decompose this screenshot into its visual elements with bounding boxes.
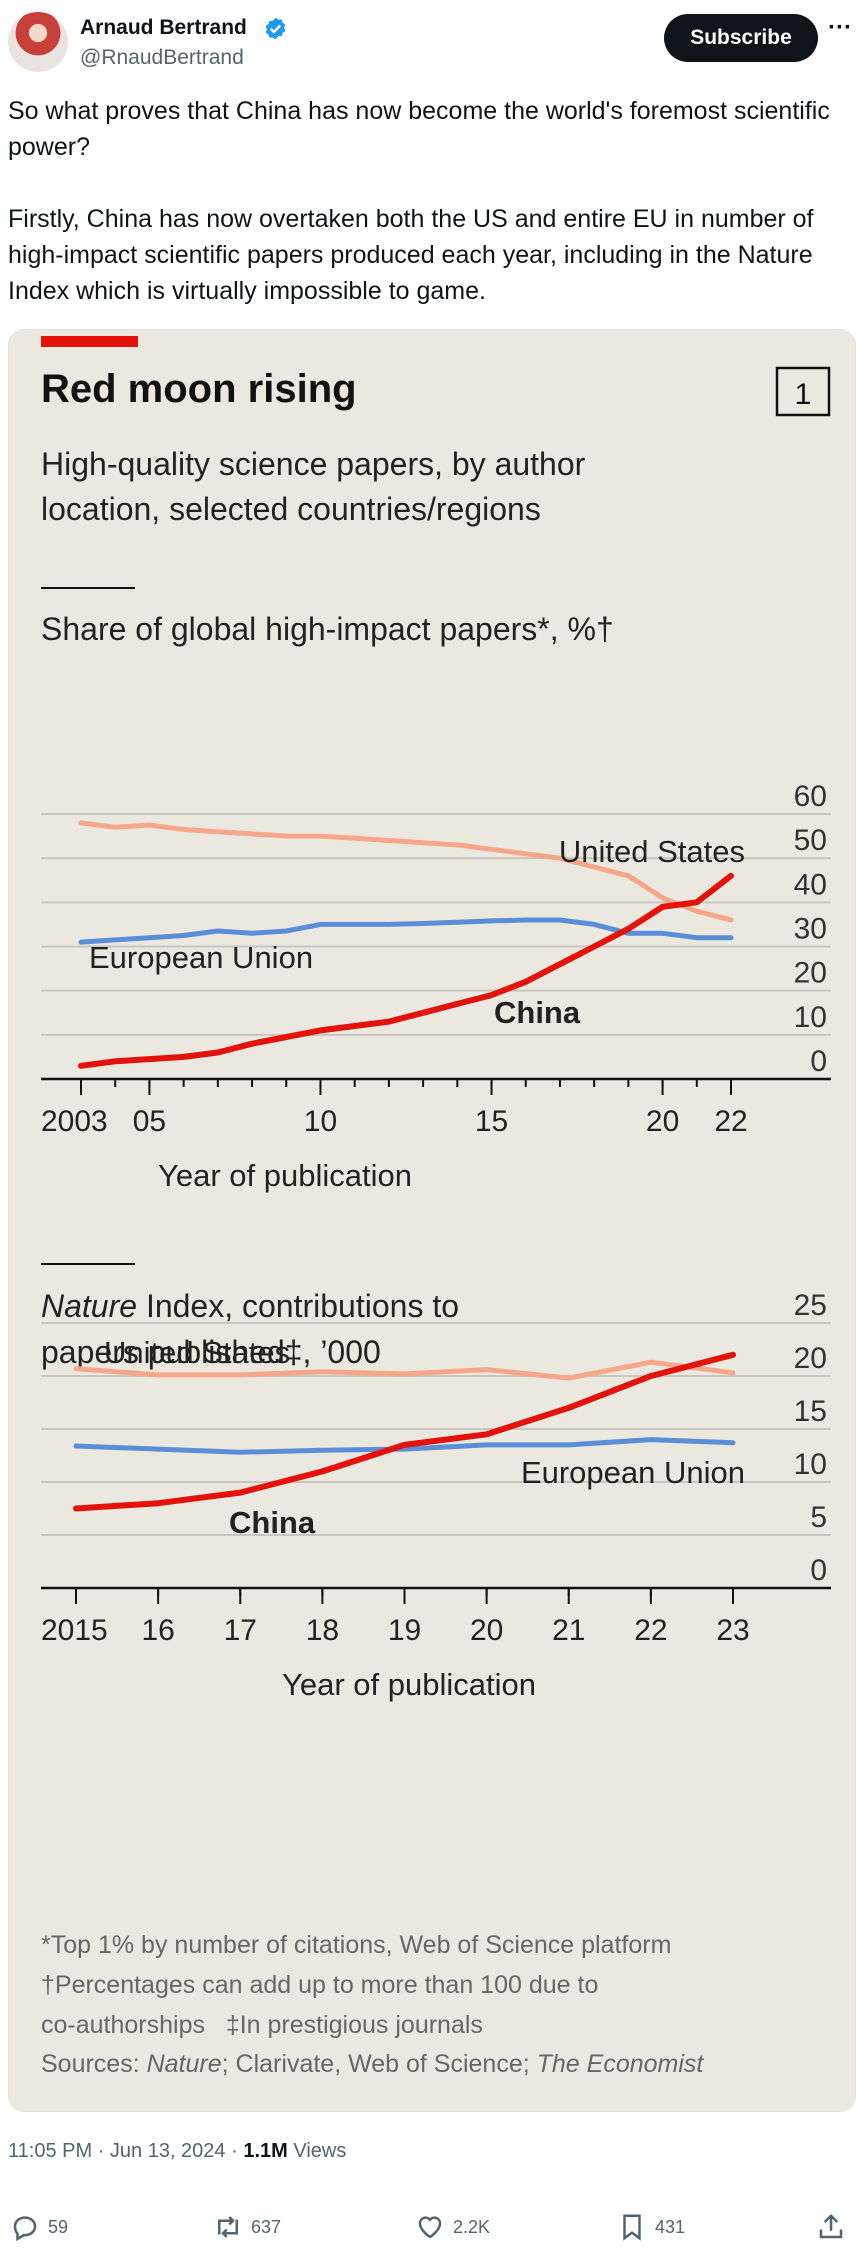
chart1-series-line-china (78, 872, 734, 1069)
chart2-y-tick-label: 5 (810, 1501, 827, 1534)
infographic-background (9, 330, 855, 2111)
chart1-y-tick-label: 60 (794, 780, 827, 813)
chart1-x-tick-label: 15 (475, 1105, 508, 1138)
share-button[interactable] (816, 2212, 846, 2242)
repost-button[interactable]: 637 (213, 2212, 281, 2242)
chart1-series-label-china: China (494, 995, 581, 1030)
chart1-x-tick-label: 20 (646, 1105, 679, 1138)
chart1-series-label-united-states: United States (559, 834, 745, 869)
chart1-y-tick-label: 0 (810, 1045, 827, 1078)
chart1-x-axis-label: Year of publication (158, 1158, 412, 1193)
chart2-series-label-china: China (229, 1505, 316, 1540)
footnote-line2: †Percentages can add up to more than 100… (41, 1971, 598, 1999)
chart2-y-tick-label: 20 (794, 1342, 827, 1375)
repost-icon (218, 2216, 238, 2238)
tweet-paragraph-2: Firstly, China has now overtaken both th… (8, 205, 814, 305)
sources-line: Sources: Nature; Clarivate, Web of Scien… (41, 2050, 704, 2078)
infographic-title: Red moon rising (41, 367, 357, 411)
like-button[interactable]: 2.2K (415, 2212, 490, 2242)
subscribe-button[interactable]: Subscribe (664, 14, 818, 62)
sources-prefix: Sources: (41, 2050, 147, 2078)
chart2-x-tick-label: 2015 (41, 1614, 108, 1647)
bookmark-button[interactable]: 431 (617, 2212, 685, 2242)
footnote-line1: *Top 1% by number of citations, Web of S… (41, 1931, 671, 1959)
chart1-y-tick-label: 30 (794, 913, 827, 946)
tweet-paragraph-1: So what proves that China has now become… (8, 97, 830, 161)
tweet-header: Arnaud Bertrand @RnaudBertrand Subscribe… (0, 0, 856, 90)
chart1-plot: 0 10 20 30 40 50 60 2003 05 10 15 20 22 Year of publi… (41, 780, 831, 1193)
views-label: Views (287, 2140, 347, 2162)
chart2-y-tick-label: 10 (794, 1448, 827, 1481)
infographic-subtitle-line2: location, selected countries/regions (41, 491, 541, 527)
tweet-meta: 11:05 PM · Jun 13, 2024 · 1.1M Views (8, 2140, 346, 2163)
infographic-svg: Red moon rising 1 High-quality science p… (9, 330, 855, 2111)
reply-icon (13, 2216, 37, 2242)
tweet-text: So what proves that China has now become… (8, 93, 848, 309)
chart1-x-tick-label: 10 (304, 1105, 337, 1138)
repost-count: 637 (251, 2216, 282, 2237)
avatar[interactable] (8, 12, 68, 72)
chart2-x-axis-label: Year of publication (282, 1667, 536, 1702)
chart-number: 1 (795, 378, 812, 411)
chart1-x-tick-label: 22 (714, 1105, 747, 1138)
chart2-title-line2: papers published‡, ’000 (41, 1334, 381, 1370)
chart1-y-tick-label: 20 (794, 957, 827, 990)
chart1-title: Share of global high-impact papers*, %† (41, 611, 614, 647)
infographic-subtitle-line1: High-quality science papers, by author (41, 446, 586, 482)
chart2-x-tick-label: 21 (552, 1614, 585, 1647)
heart-icon (418, 2216, 442, 2239)
chart1-x-tick-label: 05 (133, 1105, 166, 1138)
chart2-x-tick-label: 22 (634, 1614, 667, 1647)
chart2-series-line-china (73, 1351, 736, 1512)
chart1-series-line-united-states (78, 820, 734, 923)
bookmark-icon (623, 2214, 641, 2241)
chart2-y-tick-label: 15 (794, 1395, 827, 1428)
chart2-series-line-european-union (73, 1437, 736, 1455)
tweet-actions: 59 637 2.2K 431 (0, 2200, 856, 2256)
chart1-y-tick-label: 50 (794, 824, 827, 857)
chart2-x-tick-label: 16 (141, 1614, 174, 1647)
chart2-series-line-united-states (73, 1359, 736, 1381)
chart2-x-tick-label: 23 (716, 1614, 749, 1647)
chart2-series-label-european-union: European Union (521, 1455, 745, 1490)
chart2-x-tick-label: 18 (306, 1614, 339, 1647)
verified-badge-icon (265, 17, 286, 40)
author-name[interactable]: Arnaud Bertrand (80, 16, 247, 39)
like-count: 2.2K (453, 2216, 491, 2237)
more-options-icon[interactable]: ··· (828, 14, 852, 41)
reply-button[interactable]: 59 (10, 2212, 68, 2242)
chart2-series-label-united-states: United States (104, 1335, 290, 1370)
infographic-image[interactable]: Red moon rising 1 High-quality science p… (8, 329, 856, 2112)
bookmark-count: 431 (655, 2216, 686, 2237)
sources-economist: The Economist (537, 2050, 705, 2078)
chart1-series-label-european-union: European Union (89, 940, 313, 975)
views-count[interactable]: 1.1M (243, 2140, 288, 2162)
chart2-x-tick-label: 17 (224, 1614, 257, 1647)
sources-nature: Nature (147, 2050, 222, 2078)
author-handle[interactable]: @RnaudBertrand (80, 46, 244, 69)
sources-middle: ; Clarivate, Web of Science; (222, 2050, 537, 2078)
chart2-x-tick-label: 20 (470, 1614, 503, 1647)
red-accent-bar (41, 336, 138, 347)
reply-count: 59 (48, 2216, 69, 2237)
chart-number-box (775, 366, 831, 417)
chart1-y-tick-label: 10 (794, 1001, 827, 1034)
chart2-plot: 0 5 10 15 20 25 2015 16 17 18 19 20 21 22 23 Year of pu… (41, 1289, 831, 1702)
chart2-title-rest: Index, contributions to (137, 1288, 459, 1324)
share-icon (819, 2213, 843, 2239)
chart2-x-tick-label: 19 (388, 1614, 421, 1647)
chart2-y-tick-label: 0 (810, 1554, 827, 1587)
chart1-y-tick-label: 40 (794, 868, 827, 901)
chart2-y-tick-label: 25 (794, 1289, 827, 1322)
chart1-x-tick-label: 2003 (41, 1105, 108, 1138)
chart2-title-line1: Nature Index, contributions to (41, 1288, 459, 1324)
footnote-line3: co-authorships ‡In prestigious journals (41, 2011, 483, 2039)
chart2-title-italic: Nature (41, 1288, 137, 1324)
tweet-timestamp[interactable]: 11:05 PM · Jun 13, 2024 · (8, 2140, 244, 2162)
